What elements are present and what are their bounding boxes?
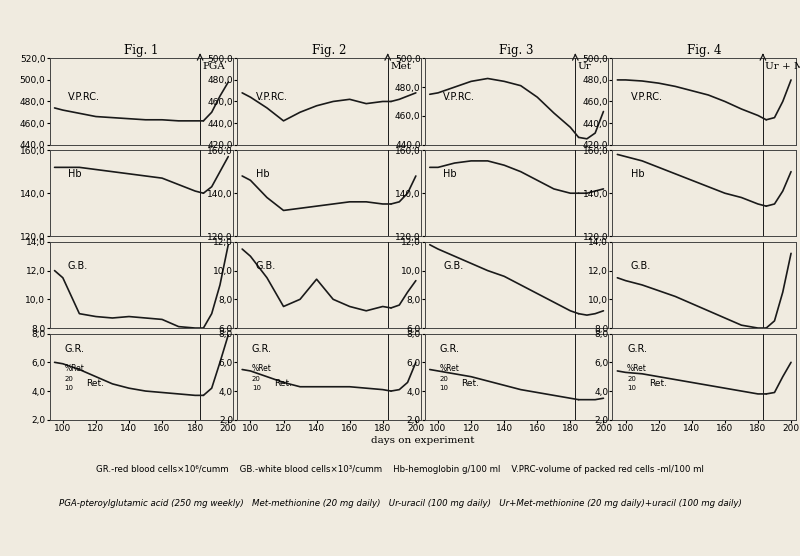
- Text: 10: 10: [252, 385, 261, 391]
- Text: 20: 20: [252, 376, 261, 383]
- Title: Fig. 3: Fig. 3: [499, 44, 534, 57]
- Text: Ur: Ur: [578, 62, 591, 71]
- Text: 10: 10: [627, 385, 636, 391]
- Text: %Ret: %Ret: [439, 364, 459, 373]
- Text: %Ret: %Ret: [64, 364, 84, 373]
- Text: V.P.RC.: V.P.RC.: [443, 92, 475, 102]
- Text: Ret.: Ret.: [649, 379, 667, 388]
- Text: Hb: Hb: [443, 169, 457, 179]
- Text: 20: 20: [439, 376, 448, 383]
- Text: G.B.: G.B.: [255, 261, 276, 271]
- Text: Hb: Hb: [255, 169, 269, 179]
- Text: 20: 20: [64, 376, 73, 383]
- Text: 10: 10: [64, 385, 74, 391]
- Text: 10: 10: [439, 385, 449, 391]
- Text: %Ret: %Ret: [252, 364, 272, 373]
- Text: PGA: PGA: [202, 62, 226, 71]
- Text: G.R.: G.R.: [252, 344, 272, 354]
- Text: GR.-red blood cells×10⁶/cumm    GB.-white blood cells×10³/cumm    Hb-hemoglobin : GR.-red blood cells×10⁶/cumm GB.-white b…: [96, 465, 704, 474]
- Title: Fig. 2: Fig. 2: [312, 44, 346, 57]
- Text: PGA-pteroylglutamic acid (250 mg weekly)   Met-methionine (20 mg daily)   Ur-ura: PGA-pteroylglutamic acid (250 mg weekly)…: [58, 499, 742, 508]
- Text: V.P.RC.: V.P.RC.: [68, 92, 100, 102]
- Title: Fig. 1: Fig. 1: [124, 44, 158, 57]
- Text: V.P.RC.: V.P.RC.: [630, 92, 662, 102]
- Text: Hb: Hb: [630, 169, 644, 179]
- Text: G.R.: G.R.: [439, 344, 459, 354]
- Text: G.B.: G.B.: [443, 261, 463, 271]
- Text: Ur + Met: Ur + Met: [766, 62, 800, 71]
- Text: Ret.: Ret.: [462, 379, 479, 388]
- Text: V.P.RC.: V.P.RC.: [255, 92, 287, 102]
- Text: 20: 20: [627, 376, 636, 383]
- Title: Fig. 4: Fig. 4: [687, 44, 722, 57]
- Text: Ret.: Ret.: [86, 379, 104, 388]
- Text: Met: Met: [390, 62, 411, 71]
- Text: G.B.: G.B.: [630, 261, 651, 271]
- Text: G.B.: G.B.: [68, 261, 88, 271]
- Text: Ret.: Ret.: [274, 379, 292, 388]
- Text: G.R.: G.R.: [627, 344, 647, 354]
- Text: days on experiment: days on experiment: [371, 436, 474, 445]
- Text: G.R.: G.R.: [64, 344, 84, 354]
- Text: %Ret: %Ret: [627, 364, 647, 373]
- Text: Hb: Hb: [68, 169, 82, 179]
